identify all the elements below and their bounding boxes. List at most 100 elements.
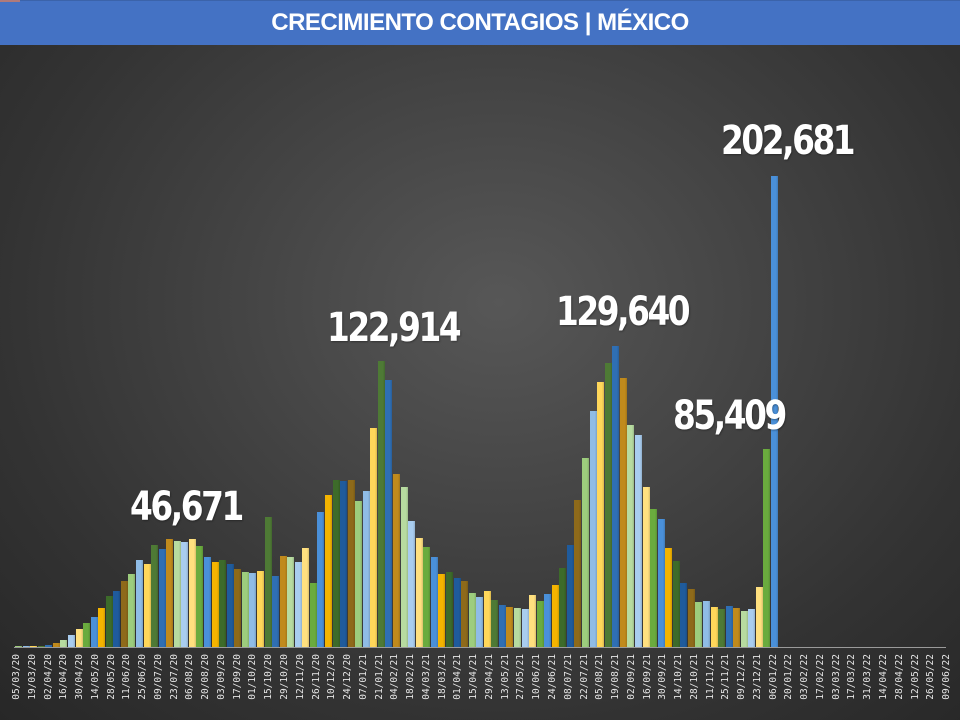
x-tick-label: 05/08/21 [594,654,606,700]
bar [619,378,627,647]
bar [755,587,763,647]
bar [529,595,537,647]
bar [506,607,514,647]
bar [771,176,778,647]
bar [347,480,355,647]
bar [642,487,650,647]
bar [582,458,589,647]
x-tick-label: 29/10/20 [279,654,290,700]
x-tick-label: 10/12/20 [326,654,338,700]
bar [264,517,272,647]
bar [30,646,38,647]
bar [574,500,582,647]
bar [151,545,159,647]
bar [128,574,136,647]
bar [120,581,128,647]
x-tick-label: 30/09/21 [657,654,669,700]
bar [309,583,317,647]
x-tick-label: 02/04/20 [42,654,54,700]
chart-title-bar: CRECIMIENTO CONTAGIOS | MÉXICO [0,0,960,45]
bar [294,562,302,647]
x-tick-label: 28/04/22 [893,654,905,700]
bar [491,600,499,647]
bar [657,519,665,647]
bar [355,501,363,647]
bar [680,583,688,647]
bar [105,596,113,647]
bar [256,571,264,647]
x-tick-label: 07/01/21 [357,654,369,700]
bar [461,581,468,647]
bar [75,629,83,647]
x-axis-line [14,647,946,648]
x-tick-label: 30/04/20 [74,654,86,700]
bar [763,449,771,647]
bar [37,646,45,647]
x-tick-label: 08/07/21 [562,654,574,700]
annotation-peak-3: 129,640 [556,289,691,335]
bar [287,557,295,647]
bar [589,411,597,647]
x-tick-label: 31/03/22 [862,654,874,700]
bar [211,562,219,647]
bar [544,594,552,647]
x-tick-label: 14/10/21 [673,654,684,700]
annotation-peak-2: 122,914 [327,305,462,351]
x-tick-label: 10/06/21 [531,654,543,700]
x-tick-label: 03/02/22 [799,654,811,700]
bar [317,512,325,647]
bar [332,480,340,647]
x-tick-label: 14/04/22 [877,654,889,700]
x-tick-label: 04/03/21 [420,654,432,700]
bar [718,609,726,647]
bar [400,487,408,647]
x-tick-label: 09/12/21 [736,654,748,700]
bar [98,608,106,647]
x-tick-label: 29/04/21 [483,654,495,700]
x-tick-label: 09/07/20 [152,654,164,700]
bar [226,564,234,647]
bar [687,589,695,647]
x-tick-label: 17/09/20 [231,654,243,700]
x-tick-label: 02/09/21 [625,654,637,700]
bar [241,572,249,647]
bar [710,607,718,647]
bar [219,560,227,647]
bar [536,601,544,647]
bar [740,611,748,647]
bar [650,509,657,647]
x-tick-label: 24/06/21 [546,654,558,700]
bar [468,593,476,647]
x-tick-label: 25/11/21 [720,654,732,700]
bar [302,548,310,647]
x-tick-label: 14/05/20 [89,654,101,700]
bar [377,361,385,647]
bar [234,569,242,647]
bar [627,425,635,647]
x-tick-label: 09/06/22 [941,654,952,700]
bar [188,539,196,647]
bar [521,609,529,647]
x-tick-label: 01/10/20 [247,654,259,700]
annotation-peak-5: 202,681 [721,118,856,164]
bar [483,591,491,647]
bar [67,635,75,647]
x-tick-label: 11/06/20 [121,654,133,700]
x-tick-label: 20/08/20 [200,654,212,700]
x-tick-label: 26/05/22 [925,654,937,700]
bar [113,591,121,647]
bar [559,568,567,647]
bar [60,640,68,647]
x-tick-label: 21/01/21 [373,654,385,700]
x-tick-label: 28/10/21 [688,654,700,700]
bar [665,548,673,647]
bar [551,585,559,647]
x-tick-label: 03/03/22 [830,654,842,700]
bar [634,435,642,647]
bar [158,549,166,647]
bar [340,481,348,647]
x-tick-label: 06/01/22 [767,654,779,700]
bar [143,564,151,647]
bar [204,557,211,647]
x-tick-label: 22/07/21 [578,654,590,700]
